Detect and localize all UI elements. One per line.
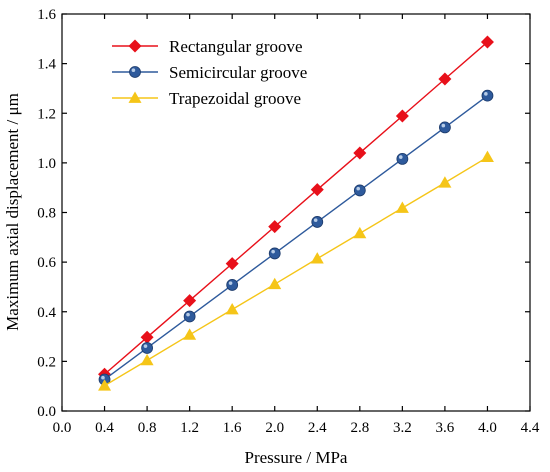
y-tick-label: 0.2 xyxy=(37,354,56,370)
x-tick-label: 2.8 xyxy=(350,420,369,436)
series-circle xyxy=(98,89,494,386)
x-tick-label: 2.4 xyxy=(308,420,327,436)
series-diamond xyxy=(98,35,494,381)
series-line xyxy=(104,156,488,387)
data-point-highlight xyxy=(441,123,446,128)
data-point xyxy=(353,184,366,197)
series-line xyxy=(104,41,488,375)
x-axis-title: Pressure / MPa xyxy=(245,448,348,467)
data-point xyxy=(268,247,281,260)
data-point xyxy=(480,35,494,49)
x-tick-label: 3.6 xyxy=(436,420,455,436)
data-point xyxy=(268,277,282,290)
data-point xyxy=(140,353,154,366)
y-tick-label: 1.0 xyxy=(37,156,56,172)
y-tick-label: 0.4 xyxy=(37,305,56,321)
data-point xyxy=(395,201,409,213)
y-axis-title: Maximum axial displacement / μm xyxy=(3,93,22,331)
y-tick-label: 0.8 xyxy=(37,206,56,222)
data-point xyxy=(225,257,239,271)
legend: Rectangular groove Semicircular groove Tra… xyxy=(112,37,307,108)
data-point-highlight xyxy=(313,218,318,222)
x-tick-label: 2.0 xyxy=(265,420,284,436)
data-point xyxy=(140,330,154,344)
data-point-highlight xyxy=(271,249,275,254)
legend-label: Trapezoidal groove xyxy=(169,89,301,108)
legend-label: Semicircular groove xyxy=(169,63,307,82)
axis-ticks: 0.0 0.4 0.8 1.2 1.6 2.0 2.4 2.8 3.2 3.6 4.0 4.4 0.0 0… xyxy=(37,7,540,436)
data-point-highlight xyxy=(228,281,233,285)
data-point xyxy=(226,279,239,291)
legend-marker xyxy=(129,66,141,78)
data-point-highlight xyxy=(186,312,190,317)
data-point xyxy=(183,294,197,308)
data-point xyxy=(98,379,112,391)
data-point xyxy=(395,109,409,123)
data-point xyxy=(311,216,324,228)
data-point-highlight xyxy=(143,344,148,348)
legend-marker xyxy=(128,91,142,103)
data-point xyxy=(396,153,409,165)
series-triangle xyxy=(98,150,494,391)
x-tick-label: 1.6 xyxy=(223,420,242,436)
data-point xyxy=(353,226,367,239)
x-tick-label: 4.4 xyxy=(521,420,540,436)
data-point xyxy=(438,72,452,86)
y-tick-label: 1.6 xyxy=(37,7,56,23)
data-point-highlight xyxy=(398,155,403,159)
data-point xyxy=(310,183,324,197)
data-point xyxy=(438,176,452,188)
data-point xyxy=(141,342,153,354)
legend-label: Rectangular groove xyxy=(169,37,303,56)
x-tick-label: 0.0 xyxy=(53,420,72,436)
legend-marker xyxy=(128,39,142,53)
y-tick-label: 0.6 xyxy=(37,255,56,271)
data-point-highlight xyxy=(356,186,361,191)
x-tick-label: 4.0 xyxy=(478,420,497,436)
data-point-highlight xyxy=(484,92,488,96)
data-point-highlight xyxy=(101,375,105,380)
data-point xyxy=(353,146,367,160)
y-tick-label: 1.2 xyxy=(37,106,56,122)
series-layer xyxy=(98,35,494,391)
x-tick-label: 1.2 xyxy=(180,420,199,436)
x-tick-label: 0.4 xyxy=(95,420,114,436)
data-point xyxy=(225,303,239,315)
y-tick-label: 0.0 xyxy=(37,404,56,420)
data-point xyxy=(268,220,282,234)
x-tick-label: 3.2 xyxy=(393,420,412,436)
x-tick-label: 0.8 xyxy=(138,420,157,436)
data-point xyxy=(480,150,494,163)
data-point xyxy=(310,252,324,264)
data-point xyxy=(439,121,451,134)
data-point xyxy=(183,328,197,340)
data-point xyxy=(183,310,196,323)
data-point xyxy=(481,89,494,102)
y-tick-label: 1.4 xyxy=(37,57,56,73)
legend-marker-highlight xyxy=(131,68,136,72)
series-line xyxy=(104,95,488,381)
